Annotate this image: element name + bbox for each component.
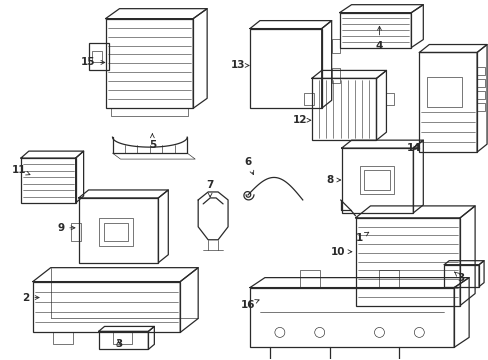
- Bar: [331, 39, 339, 54]
- Bar: [363, 170, 389, 190]
- Bar: [341, 148, 412, 213]
- Text: 9: 9: [57, 223, 75, 233]
- Bar: [339, 13, 410, 48]
- Bar: [379, 270, 399, 288]
- Text: 12: 12: [292, 115, 310, 125]
- Text: 3: 3: [115, 339, 122, 349]
- Bar: [99, 218, 133, 246]
- Text: 11: 11: [12, 165, 30, 175]
- Bar: [476, 91, 484, 99]
- Bar: [419, 53, 476, 152]
- Bar: [91, 50, 102, 62]
- Bar: [476, 103, 484, 111]
- Bar: [476, 80, 484, 87]
- Bar: [53, 332, 73, 345]
- Bar: [443, 265, 478, 287]
- Bar: [303, 93, 313, 105]
- Text: 1: 1: [355, 232, 368, 243]
- Bar: [476, 67, 484, 75]
- Bar: [249, 28, 321, 108]
- Text: 2: 2: [22, 293, 39, 302]
- Text: 7: 7: [206, 180, 213, 197]
- Bar: [105, 19, 193, 108]
- Text: 3: 3: [454, 272, 464, 283]
- Bar: [331, 68, 339, 84]
- Bar: [79, 198, 158, 263]
- Bar: [33, 282, 180, 332]
- Text: 16: 16: [240, 300, 259, 310]
- Bar: [21, 158, 76, 203]
- Text: 10: 10: [330, 247, 351, 257]
- Text: 15: 15: [80, 58, 104, 67]
- Bar: [355, 218, 459, 306]
- Text: 14: 14: [406, 143, 421, 153]
- Bar: [359, 166, 394, 194]
- Bar: [88, 42, 108, 71]
- Text: 13: 13: [230, 60, 248, 71]
- Bar: [103, 223, 128, 241]
- Text: 6: 6: [244, 157, 253, 175]
- Text: 8: 8: [325, 175, 340, 185]
- Bar: [110, 108, 188, 116]
- Bar: [386, 93, 394, 105]
- Text: 5: 5: [148, 134, 156, 150]
- Bar: [99, 332, 148, 349]
- Bar: [112, 332, 132, 345]
- Text: 4: 4: [375, 26, 383, 50]
- Bar: [427, 77, 461, 107]
- Bar: [71, 223, 81, 241]
- Bar: [249, 288, 453, 347]
- Bar: [311, 78, 376, 140]
- Bar: [299, 270, 319, 288]
